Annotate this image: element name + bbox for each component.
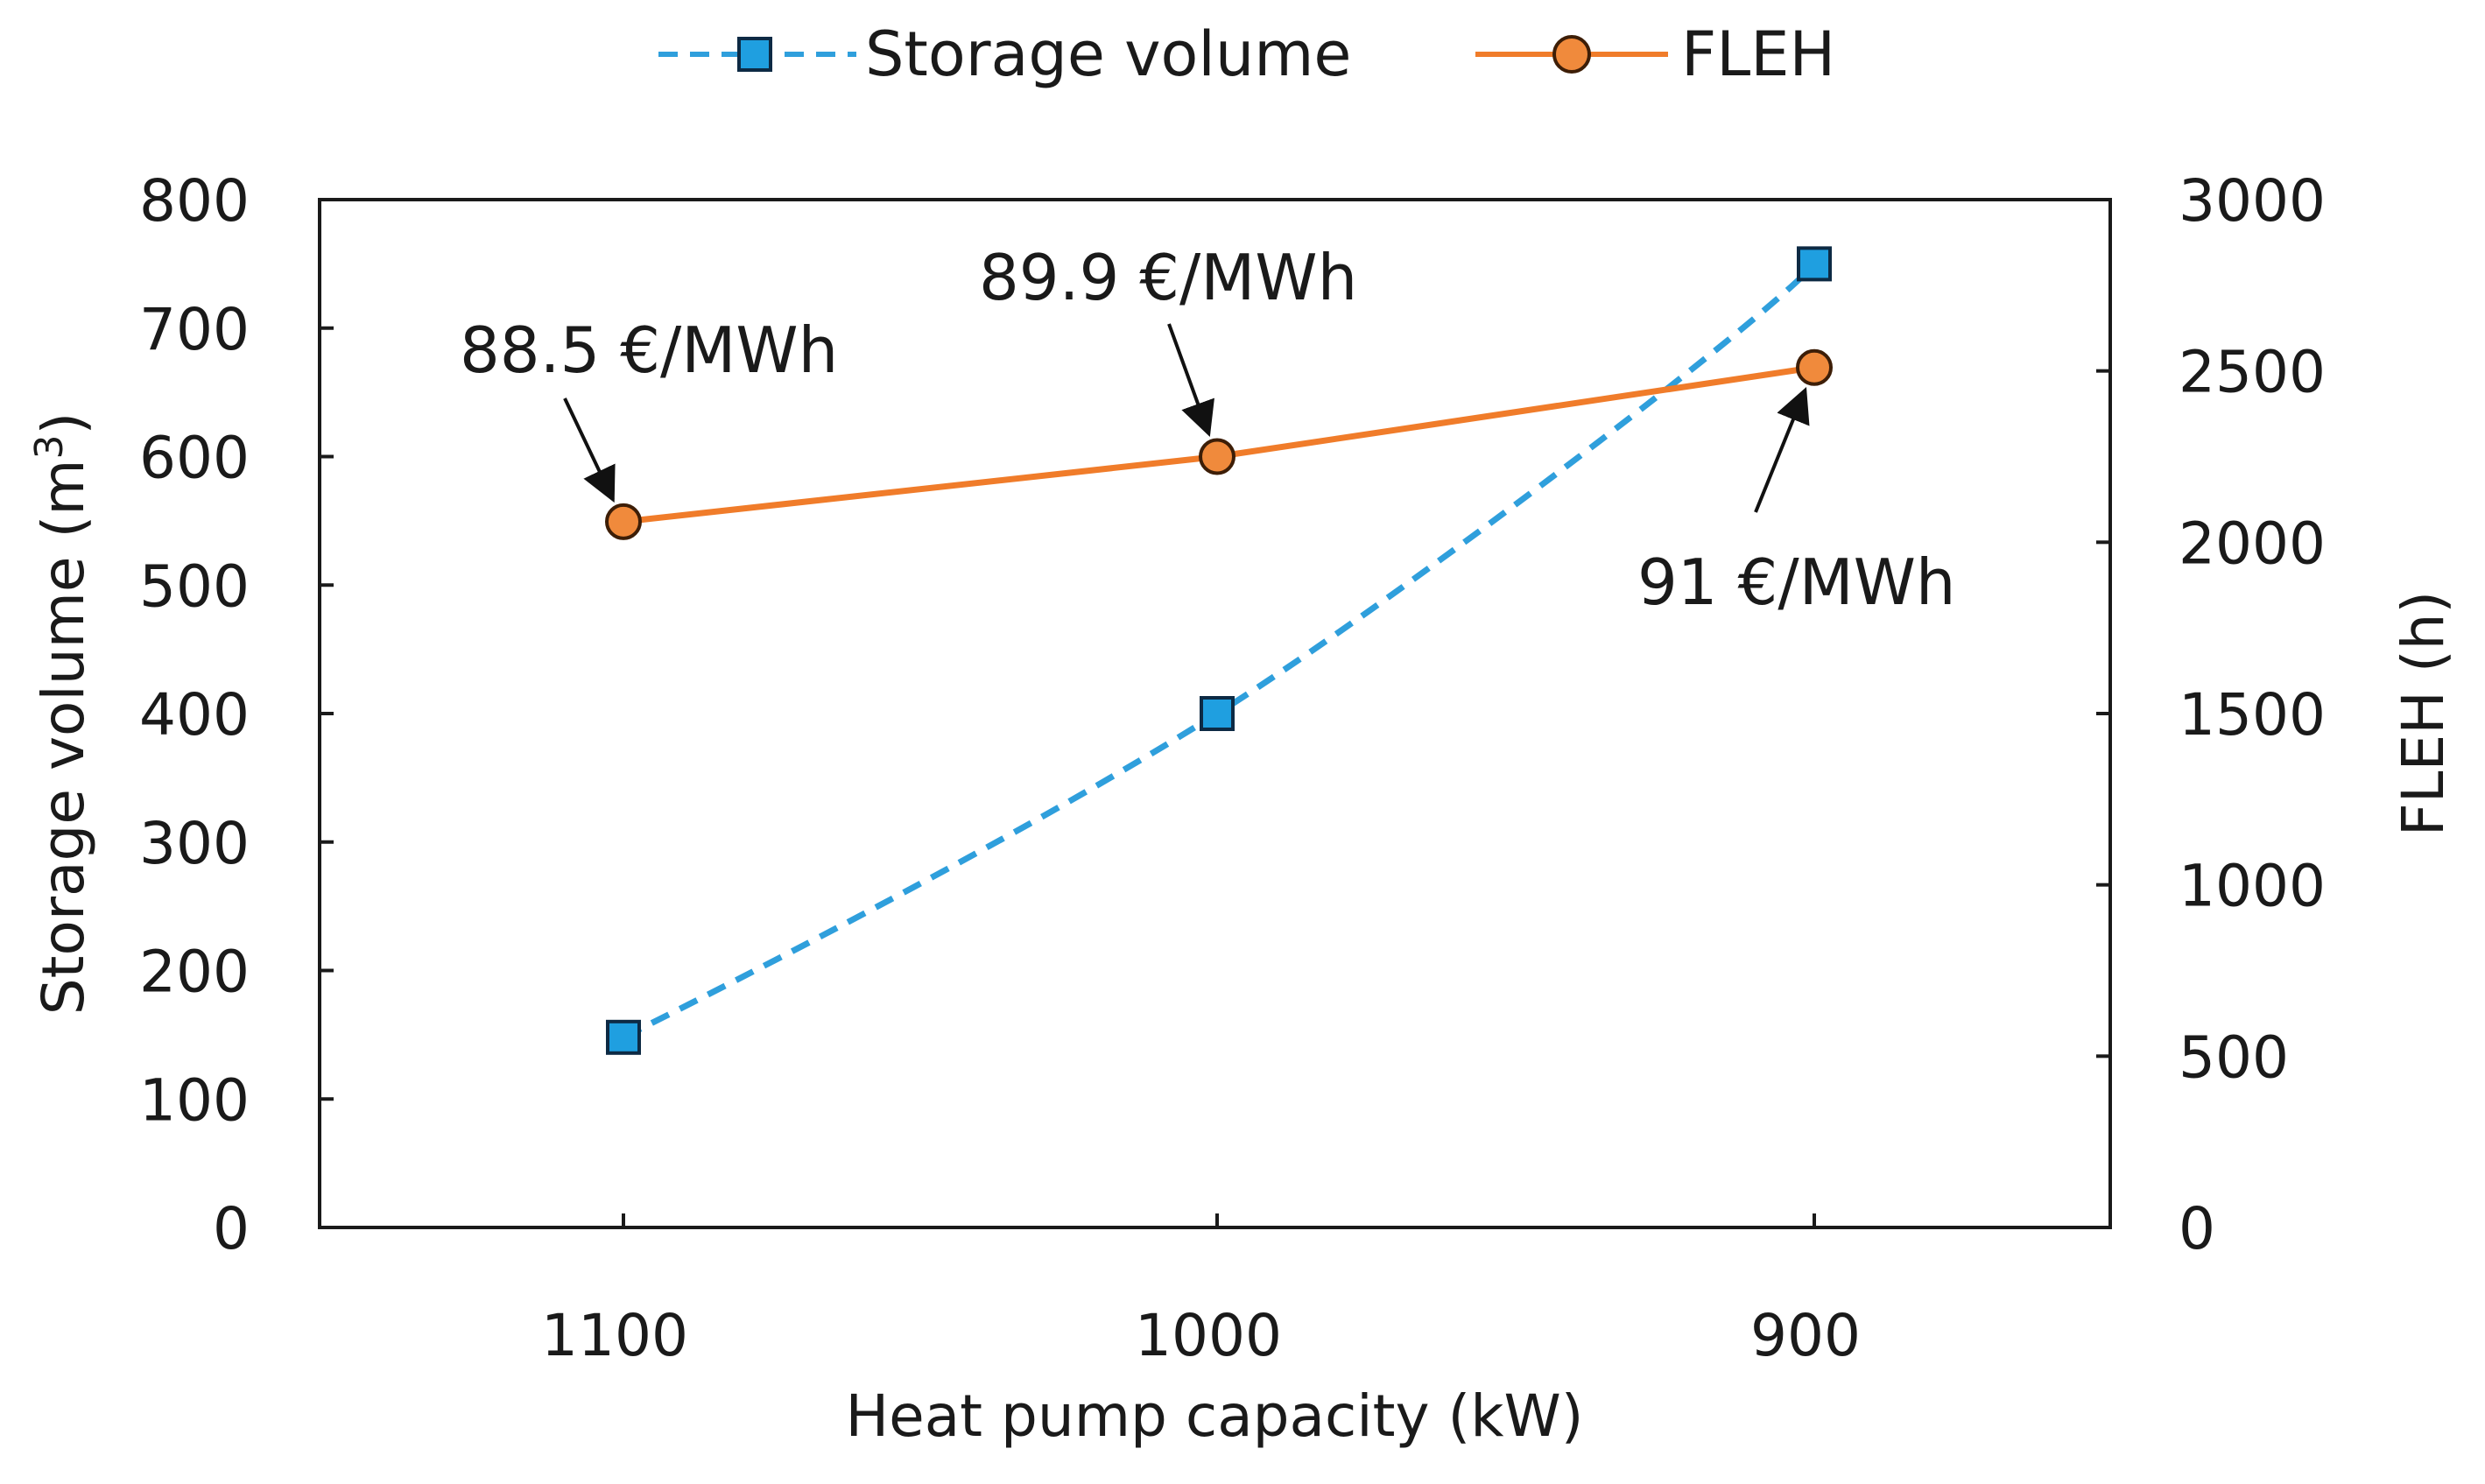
y-left-tick-label: 300	[139, 810, 250, 877]
y-left-tick-label: 600	[139, 425, 250, 492]
y-right-tick-label: 2000	[2179, 510, 2326, 577]
annotation-label: 89.9 €/MWh	[979, 241, 1357, 314]
fleh-point	[605, 503, 642, 540]
y-right-tick-label: 1000	[2179, 853, 2326, 920]
y-left-tick-label: 200	[139, 939, 250, 1006]
y-axis-left-title: Storage volume (m3)	[27, 412, 97, 1015]
y-axis-left-title-main: Storage volume (m	[30, 460, 97, 1016]
y-left-tick-label: 700	[139, 296, 250, 363]
series-fleh	[605, 348, 1833, 540]
annotation-label: 88.5 €/MWh	[460, 313, 838, 387]
annotations: 88.5 €/MWh 89.9 €/MWh 91 €/MWh	[460, 241, 1956, 619]
y-axis-left-title-sup: 3	[27, 435, 72, 460]
legend-storage-label: Storage volume	[865, 18, 1351, 90]
y-left-tick-label: 500	[139, 552, 250, 620]
legend-fleh-label: FLEH	[1681, 18, 1835, 90]
y-left-tick-label: 400	[139, 681, 250, 749]
x-tick-label: 1100	[541, 1302, 688, 1369]
fleh-point	[1199, 438, 1235, 475]
y-right-tick-label: 2500	[2179, 339, 2326, 406]
x-tick-label: 900	[1750, 1302, 1861, 1369]
left-axis-ticks: 0 100 200 300 400 500 600 700 800	[139, 167, 334, 1262]
storage-volume-point	[1797, 246, 1832, 282]
legend-fleh-marker	[1552, 35, 1591, 74]
annotation-arrow	[1167, 323, 1214, 437]
x-axis-title: Heat pump capacity (kW)	[845, 1382, 1583, 1450]
y-right-tick-label: 1500	[2179, 681, 2326, 749]
y-left-tick-label: 800	[139, 167, 250, 235]
y-left-tick-label: 100	[139, 1066, 250, 1134]
legend-storage-marker	[737, 37, 772, 72]
annotation-arrow	[563, 397, 616, 503]
y-axis-right-title: FLEH (h)	[2390, 591, 2457, 836]
y-axis-left-title-close: )	[30, 412, 97, 435]
fleh-point	[1796, 348, 1833, 386]
x-tick-label: 1000	[1135, 1302, 1282, 1369]
y-right-tick-label: 3000	[2179, 167, 2326, 235]
legend: Storage volume FLEH	[658, 18, 1835, 90]
annotation-label: 91 €/MWh	[1637, 545, 1956, 619]
annotation-arrow	[1754, 386, 1810, 513]
storage-volume-point	[606, 1019, 641, 1055]
x-axis-ticks: 1100 1000 900	[541, 1213, 1861, 1369]
right-axis-ticks: 0 500 1000 1500 2000 2500 3000	[2096, 167, 2326, 1262]
y-right-tick-label: 500	[2179, 1023, 2289, 1091]
series-storage-volume	[606, 246, 1832, 1055]
y-right-tick-label: 0	[2179, 1195, 2215, 1262]
y-left-tick-label: 0	[213, 1195, 250, 1262]
storage-volume-point	[1200, 696, 1235, 731]
